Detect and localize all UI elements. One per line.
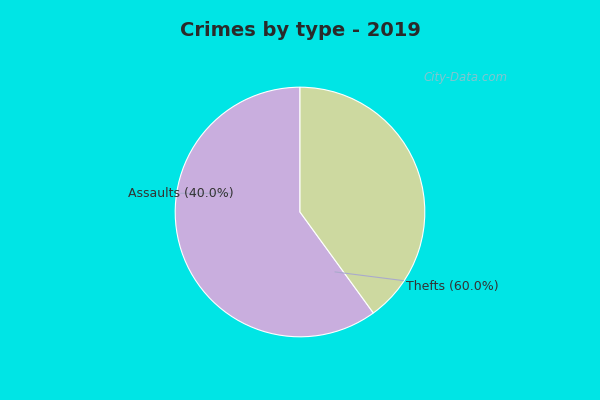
Text: City-Data.com: City-Data.com bbox=[424, 71, 508, 84]
Wedge shape bbox=[300, 87, 425, 313]
Text: Assaults (40.0%): Assaults (40.0%) bbox=[128, 187, 233, 200]
Wedge shape bbox=[175, 87, 373, 337]
Text: Crimes by type - 2019: Crimes by type - 2019 bbox=[179, 20, 421, 40]
Text: Thefts (60.0%): Thefts (60.0%) bbox=[335, 272, 499, 293]
